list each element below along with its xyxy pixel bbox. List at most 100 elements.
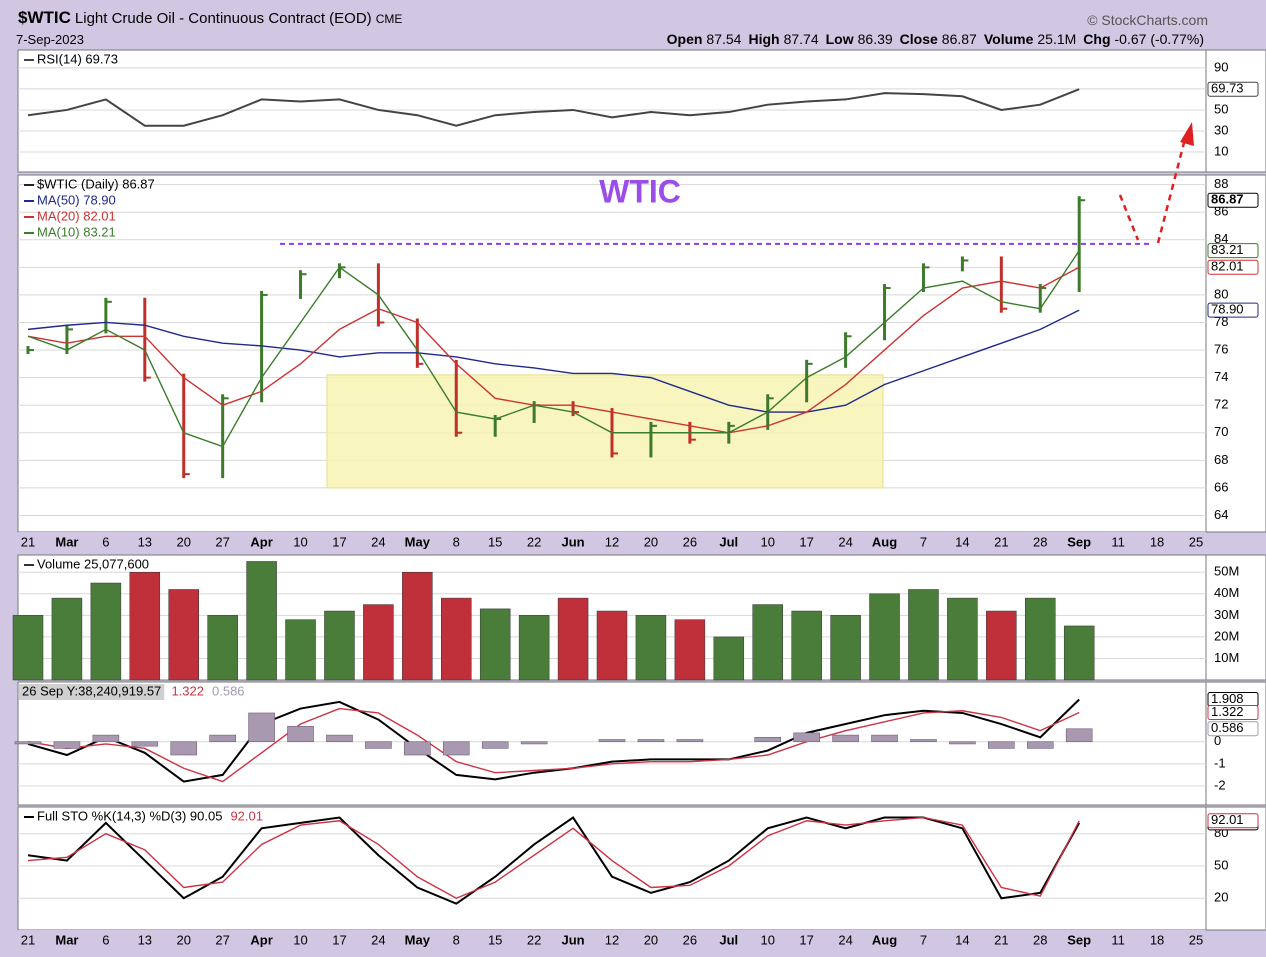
volume-bar [635, 615, 667, 681]
series-line [27, 816, 1081, 905]
x-tick-label: 25 [1189, 932, 1203, 947]
arrow-head [1180, 122, 1194, 146]
x-tick-label: Sep [1067, 932, 1091, 947]
volume-bar [752, 604, 783, 681]
x-tick-label: Mar [55, 534, 78, 549]
histogram-bar [92, 734, 120, 743]
header: $WTIC Light Crude Oil - Continuous Contra… [0, 0, 1266, 48]
y-tick-label: 40M [1214, 585, 1239, 600]
quote-label: Low [825, 31, 854, 47]
histogram-bar [598, 739, 626, 743]
value-tag-label: 92.01 [1211, 812, 1244, 827]
legend-label: 1.322 [171, 683, 204, 698]
volume-bar [947, 597, 978, 681]
x-tick-label: 14 [955, 932, 969, 947]
x-tick-label: 8 [453, 534, 460, 549]
legend-label: MA(20) 82.01 [37, 208, 116, 223]
x-tick-label: Apr [250, 932, 272, 947]
x-tick-label: 17 [799, 534, 813, 549]
forecast-arrow [1118, 134, 1188, 244]
value-tag [1207, 813, 1259, 829]
x-tick-label: 7 [920, 534, 927, 549]
x-tick-label: 10 [760, 534, 774, 549]
value-tag-label: 86.87 [1211, 192, 1244, 207]
panel [17, 806, 1207, 931]
x-tick-label: Jul [719, 932, 738, 947]
x-tick-label: May [405, 534, 431, 549]
x-tick-label: 28 [1033, 534, 1047, 549]
exchange: CME [375, 12, 403, 26]
histogram-bar [170, 741, 198, 756]
y-tick-label: 20 [1214, 890, 1228, 905]
x-tick-label: 12 [605, 932, 619, 947]
volume-bar [363, 604, 394, 681]
y-tick-label: 0 [1214, 733, 1221, 748]
x-tick-label: Mar [55, 932, 78, 947]
value-tag-label: 83.21 [1211, 242, 1244, 257]
value-tag [1207, 192, 1259, 208]
x-tick-label: Jul [719, 534, 738, 549]
x-axis-strip [18, 930, 1206, 952]
volume-bar [1025, 597, 1056, 681]
volume-bar [986, 610, 1017, 681]
legend-label: MA(50) 78.90 [37, 192, 116, 207]
tooltip [19, 684, 165, 700]
y-tick-label: 76 [1214, 341, 1228, 356]
x-tick-label: 17 [799, 932, 813, 947]
value-tag-label: 69.73 [1211, 81, 1244, 96]
volume-bar [51, 597, 83, 681]
x-tick-label: Jun [562, 534, 585, 549]
volume-bar [596, 610, 628, 681]
tooltip-label: 26 Sep Y:38,240,919.57 [22, 683, 161, 698]
x-tick-label: 11 [1111, 534, 1125, 549]
histogram-bar [988, 741, 1015, 749]
series-line [27, 250, 1080, 448]
y-tick-label: 50 [1214, 857, 1228, 872]
y-tick-label: -2 [1214, 777, 1226, 792]
histogram-bar [248, 712, 275, 743]
volume-bar [479, 608, 511, 681]
legend-label: MA(10) 83.21 [37, 224, 116, 239]
legend-label: RSI(14) 69.73 [37, 51, 118, 66]
volume-bar [908, 589, 939, 681]
quote-label: High [748, 31, 780, 47]
y-tick-label: 78 [1214, 314, 1228, 329]
quote-label: Volume [983, 31, 1034, 47]
value-tag [1207, 243, 1259, 259]
x-tick-label: 21 [21, 534, 35, 549]
volume-bar [90, 582, 122, 681]
x-tick-label: Apr [250, 534, 272, 549]
histogram-bar [209, 734, 236, 743]
x-tick-label: 24 [371, 932, 385, 947]
x-tick-label: 8 [453, 932, 460, 947]
x-tick-label: 20 [644, 932, 658, 947]
quote-value: 87.54 [706, 31, 742, 47]
axis-strip [1205, 174, 1266, 533]
volume-bar [518, 615, 550, 681]
volume-bar [713, 636, 745, 681]
x-tick-label: 12 [605, 534, 619, 549]
value-tag [1207, 721, 1259, 737]
volume-bar [168, 589, 199, 681]
x-tick-label: 28 [1033, 932, 1047, 947]
histogram-bar [287, 725, 314, 743]
volume-bar [246, 561, 277, 681]
legend-label: Full STO %K(14,3) %D(3) 90.05 [37, 808, 222, 823]
y-tick-label: 20M [1214, 628, 1239, 643]
histogram-bar [404, 741, 431, 756]
y-tick-label: 66 [1214, 479, 1228, 494]
series-line [27, 698, 1080, 783]
volume-bar [285, 619, 316, 681]
histogram-bar [442, 741, 470, 756]
axis-strip [1205, 49, 1266, 173]
x-tick-label: Jun [562, 932, 585, 947]
quote-value: 86.39 [857, 31, 893, 47]
series-line [27, 816, 1080, 900]
histogram-bar [1026, 741, 1054, 749]
y-tick-label: 68 [1214, 452, 1228, 467]
histogram-bar [676, 739, 704, 743]
volume-bar [1063, 625, 1095, 681]
y-tick-label: 50M [1214, 564, 1239, 579]
x-tick-label: Aug [872, 534, 897, 549]
symbol-line: $WTIC Light Crude Oil - Continuous Contra… [18, 8, 402, 28]
